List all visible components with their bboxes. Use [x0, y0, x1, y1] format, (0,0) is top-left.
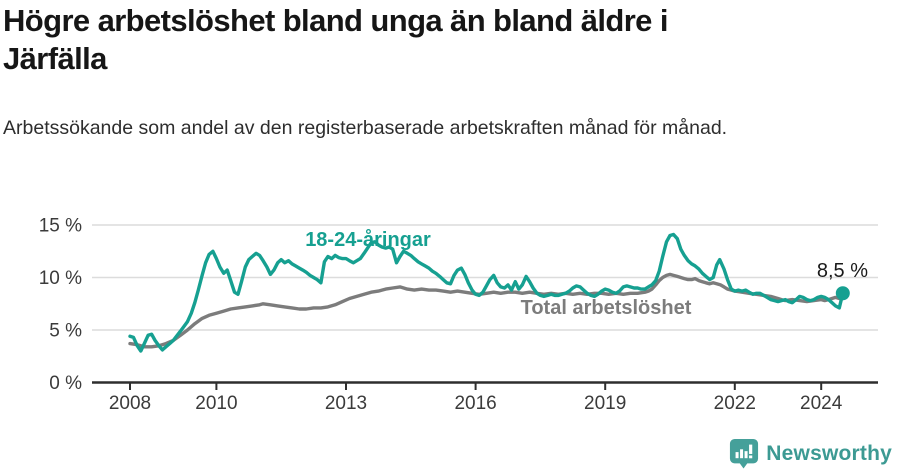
newsworthy-logo-icon: [730, 438, 759, 469]
series-line-18-24-ringar: [128, 232, 845, 353]
x-tick-label-2016: 2016: [454, 393, 496, 414]
y-tick-label-0: 0 %: [49, 373, 82, 394]
latest-value-dot: [835, 286, 850, 301]
logo-bar-3: [744, 451, 748, 459]
page-title-line1: Högre arbetslöshet bland unga än bland ä…: [3, 3, 668, 38]
x-tick-label-2022: 2022: [714, 393, 756, 414]
page-subtitle: Arbetssökande som andel av den registerb…: [3, 117, 728, 139]
logo-bar-2: [740, 449, 744, 459]
logo-exclamation-dot: [749, 455, 753, 459]
x-tick-label-2013: 2013: [325, 393, 367, 414]
logo-exclamation-bar: [749, 444, 753, 454]
y-tick-label-15: 15 %: [39, 216, 82, 237]
series-label-total-arbetsl-shet: Total arbetslöshet: [521, 297, 692, 319]
x-tick-label-2019: 2019: [584, 393, 626, 414]
y-tick-label-10: 10 %: [39, 268, 82, 289]
x-tick-label-2024: 2024: [800, 393, 843, 414]
page-title-line2: Järfälla: [3, 41, 107, 76]
newsworthy-logo-text: Newsworthy: [766, 441, 892, 465]
logo-bar-1: [735, 452, 739, 459]
x-tick-label-2008: 2008: [109, 393, 151, 414]
latest-value-label: 8,5 %: [817, 260, 868, 282]
x-tick-label-2010: 2010: [195, 393, 237, 414]
newsworthy-logo: Newsworthy: [729, 438, 892, 469]
series-label-18-24-ringar: 18-24-åringar: [305, 228, 431, 251]
y-tick-label-5: 5 %: [49, 321, 82, 342]
page-title: Högre arbetslöshet bland unga än bland ä…: [3, 2, 668, 78]
